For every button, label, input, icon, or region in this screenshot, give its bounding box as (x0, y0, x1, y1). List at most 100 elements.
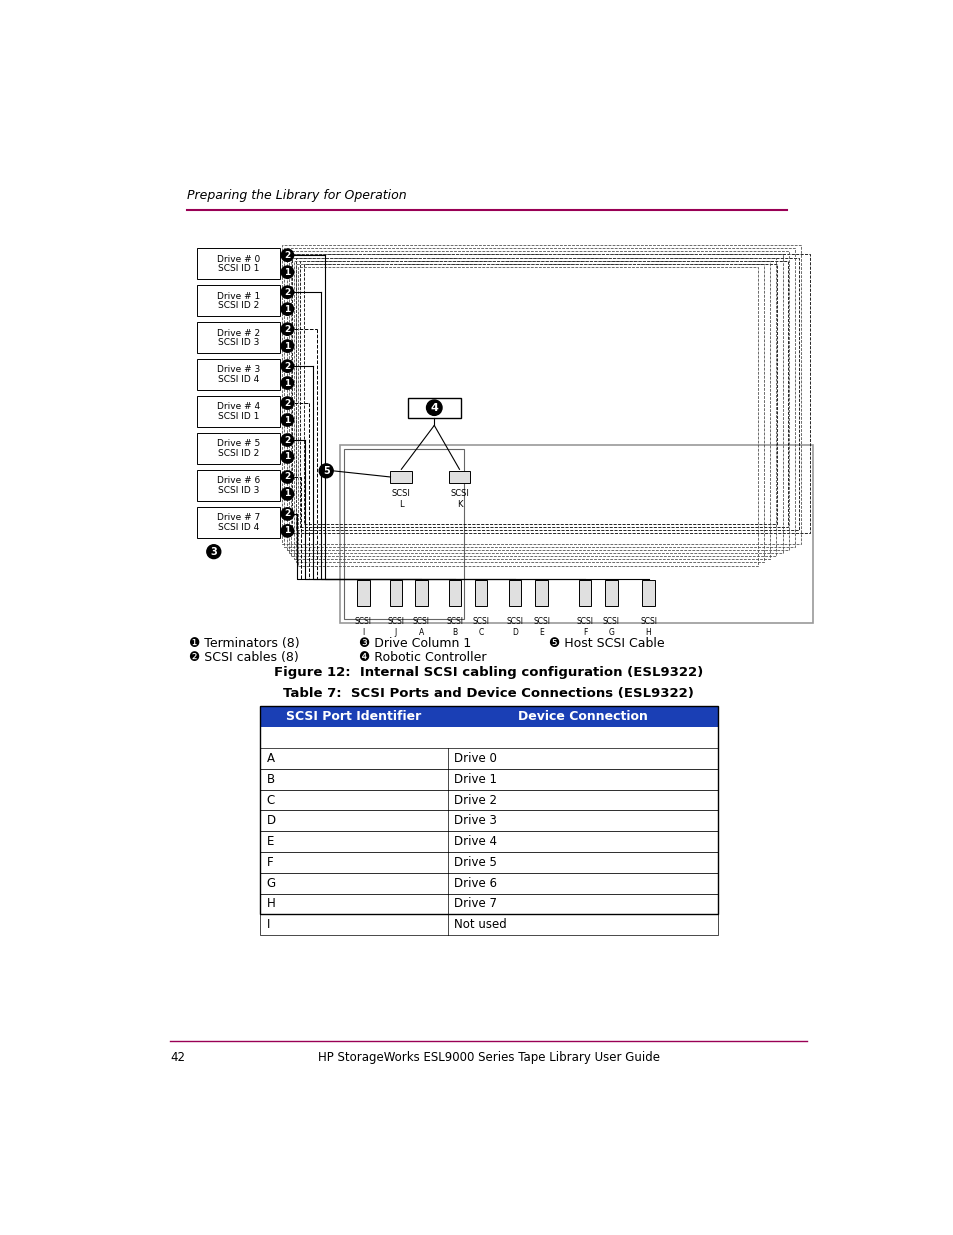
Text: SCSI
J: SCSI J (387, 618, 404, 636)
Text: SCSI
B: SCSI B (446, 618, 463, 636)
Text: SCSI ID 4: SCSI ID 4 (217, 522, 259, 531)
Text: 1: 1 (284, 342, 291, 351)
Bar (196, 433, 280, 464)
Bar (535, 580, 547, 606)
Text: A: A (266, 752, 274, 764)
Text: SCSI
L: SCSI L (392, 489, 411, 509)
Bar (390, 471, 412, 483)
Text: ❸ Drive Column 1: ❸ Drive Column 1 (359, 637, 471, 650)
Text: I: I (266, 919, 270, 931)
Text: B: B (266, 773, 274, 785)
Bar (260, 810, 717, 831)
Text: 1: 1 (284, 526, 291, 536)
Text: Table 7:  SCSI Ports and Device Connections (ESL9322): Table 7: SCSI Ports and Device Connectio… (283, 687, 694, 700)
Text: Drive 6: Drive 6 (454, 877, 497, 889)
Text: 1: 1 (284, 489, 291, 499)
Text: Drive # 7: Drive # 7 (216, 514, 260, 522)
Text: Figure 12:  Internal SCSI cabling configuration (ESL9322): Figure 12: Internal SCSI cabling configu… (274, 666, 702, 679)
Bar (448, 580, 460, 606)
Bar (260, 831, 717, 852)
Bar (604, 580, 617, 606)
Text: Drive # 5: Drive # 5 (216, 440, 260, 448)
Text: SCSI
I: SCSI I (355, 618, 372, 636)
Text: 1: 1 (284, 305, 291, 314)
Text: Drive # 0: Drive # 0 (216, 254, 260, 263)
Bar (344, 448, 464, 620)
Bar (298, 267, 757, 566)
Text: D: D (266, 814, 275, 827)
Circle shape (281, 303, 294, 315)
Text: 2: 2 (284, 362, 291, 370)
Text: 5: 5 (322, 466, 329, 475)
Bar (295, 258, 798, 530)
Circle shape (281, 287, 294, 299)
Bar (295, 264, 763, 562)
Bar (291, 258, 776, 556)
Text: SCSI
D: SCSI D (506, 618, 523, 636)
Bar (292, 254, 809, 534)
Bar (196, 285, 280, 316)
Text: Drive 0: Drive 0 (454, 752, 497, 764)
Circle shape (281, 488, 294, 500)
Text: SCSI
E: SCSI E (533, 618, 550, 636)
Text: H: H (266, 898, 275, 910)
Bar (260, 914, 717, 935)
Circle shape (281, 266, 294, 278)
Bar (509, 580, 521, 606)
Text: 2: 2 (284, 436, 291, 445)
Circle shape (281, 249, 294, 262)
Text: SCSI
G: SCSI G (602, 618, 619, 636)
Bar (260, 706, 717, 914)
Bar (356, 580, 369, 606)
Bar (196, 322, 280, 353)
Text: SCSI ID 2: SCSI ID 2 (217, 448, 259, 458)
Bar (260, 706, 717, 727)
Text: 4: 4 (430, 403, 437, 412)
Circle shape (281, 340, 294, 352)
Text: SCSI ID 4: SCSI ID 4 (217, 374, 259, 384)
Text: 2: 2 (284, 325, 291, 333)
Text: 1: 1 (284, 268, 291, 277)
Bar (475, 580, 487, 606)
Text: Drive 2: Drive 2 (454, 794, 497, 806)
Text: ❺ Host SCSI Cable: ❺ Host SCSI Cable (549, 637, 664, 650)
Circle shape (319, 464, 333, 478)
Circle shape (281, 377, 294, 389)
Bar (260, 769, 717, 789)
Circle shape (207, 545, 220, 558)
Circle shape (281, 414, 294, 426)
Text: F: F (266, 856, 273, 869)
Bar (196, 359, 280, 390)
Text: Drive 5: Drive 5 (454, 856, 497, 869)
Circle shape (281, 324, 294, 336)
Text: 1: 1 (284, 452, 291, 462)
Text: E: E (266, 835, 274, 848)
Text: C: C (266, 794, 274, 806)
Bar (260, 894, 717, 914)
Text: 1: 1 (284, 379, 291, 388)
Text: Drive 4: Drive 4 (454, 835, 497, 848)
Bar (284, 248, 794, 547)
Circle shape (281, 508, 294, 520)
Text: SCSI ID 3: SCSI ID 3 (217, 337, 259, 347)
Bar (196, 471, 280, 501)
Text: HP StorageWorks ESL9000 Series Tape Library User Guide: HP StorageWorks ESL9000 Series Tape Libr… (317, 1051, 659, 1065)
Text: SCSI
C: SCSI C (472, 618, 489, 636)
Text: 2: 2 (284, 473, 291, 482)
Bar (196, 396, 280, 427)
Text: Drive 7: Drive 7 (454, 898, 497, 910)
Text: Drive # 4: Drive # 4 (217, 403, 260, 411)
Text: 2: 2 (284, 251, 291, 259)
Text: G: G (266, 877, 275, 889)
Circle shape (281, 471, 294, 483)
Bar (196, 508, 280, 537)
Text: Not used: Not used (454, 919, 506, 931)
Text: Preparing the Library for Operation: Preparing the Library for Operation (187, 189, 407, 203)
Circle shape (281, 451, 294, 463)
Text: SCSI
A: SCSI A (413, 618, 430, 636)
Bar (260, 873, 717, 894)
Text: 2: 2 (284, 288, 291, 296)
Text: Drive 1: Drive 1 (454, 773, 497, 785)
Text: SCSI
H: SCSI H (639, 618, 657, 636)
Text: 42: 42 (171, 1051, 185, 1065)
